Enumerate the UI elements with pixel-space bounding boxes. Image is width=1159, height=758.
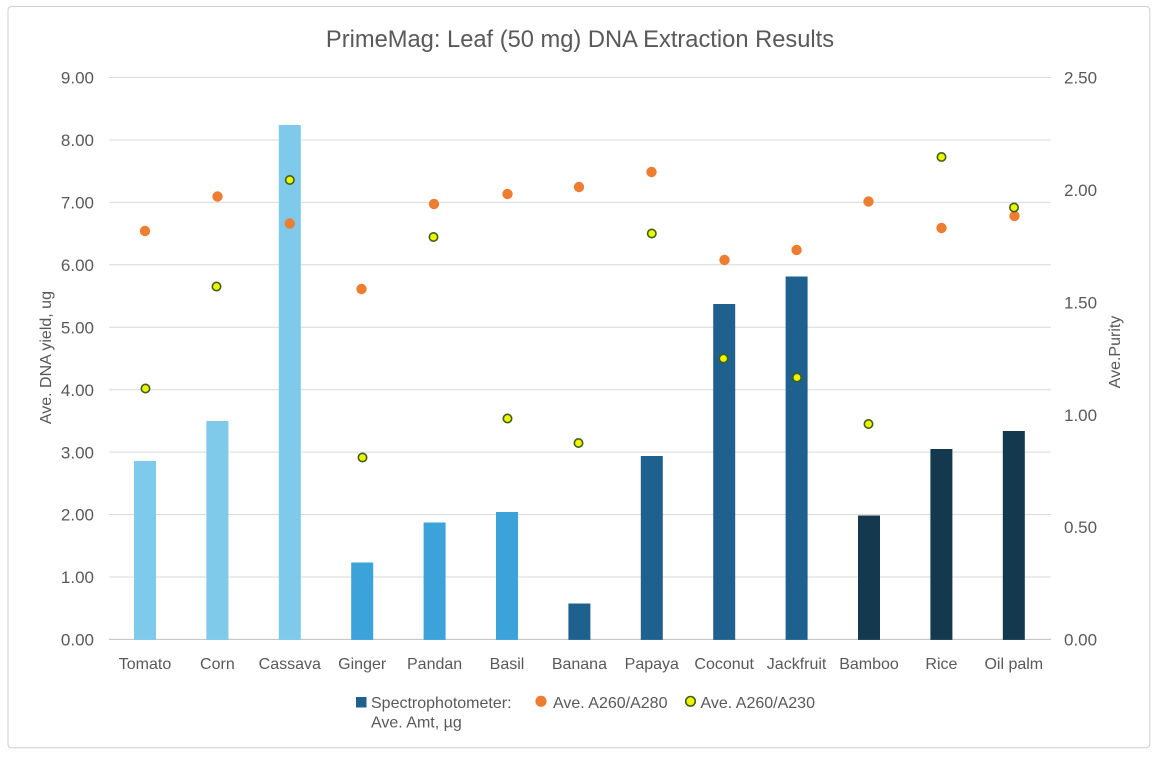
svg-text:Ave.Purity: Ave.Purity	[1107, 316, 1124, 389]
svg-text:Cassava: Cassava	[259, 656, 321, 673]
svg-text:Bamboo: Bamboo	[839, 656, 899, 673]
svg-text:Papaya: Papaya	[625, 656, 679, 673]
svg-text:Jackfruit: Jackfruit	[767, 656, 827, 673]
svg-text:9.00: 9.00	[61, 69, 94, 88]
svg-text:Coconut: Coconut	[694, 656, 754, 673]
svg-text:Tomato: Tomato	[119, 656, 172, 673]
svg-text:2.00: 2.00	[1064, 181, 1097, 200]
svg-text:Ave. A260/A230: Ave. A260/A230	[701, 695, 816, 712]
svg-text:3.00: 3.00	[61, 443, 94, 462]
svg-text:Ave. Amt, µg: Ave. Amt, µg	[371, 715, 462, 732]
svg-text:5.00: 5.00	[61, 318, 94, 337]
svg-text:Ginger: Ginger	[338, 656, 387, 673]
svg-text:0.00: 0.00	[1064, 631, 1097, 650]
svg-text:Spectrophotometer:: Spectrophotometer:	[371, 695, 512, 712]
svg-text:0.00: 0.00	[61, 631, 94, 650]
svg-text:Basil: Basil	[490, 656, 525, 673]
svg-text:Oil palm: Oil palm	[984, 656, 1043, 673]
svg-text:2.00: 2.00	[61, 506, 94, 525]
svg-text:Pandan: Pandan	[407, 656, 462, 673]
svg-text:Ave. A260/A280: Ave. A260/A280	[553, 695, 668, 712]
svg-text:1.00: 1.00	[61, 568, 94, 587]
svg-text:1.50: 1.50	[1064, 294, 1097, 313]
svg-text:0.50: 0.50	[1064, 518, 1097, 537]
svg-text:1.00: 1.00	[1064, 406, 1097, 425]
svg-text:Ave. DNA yield, ug: Ave. DNA yield, ug	[38, 291, 55, 424]
svg-text:2.50: 2.50	[1064, 69, 1097, 88]
svg-text:6.00: 6.00	[61, 256, 94, 275]
svg-text:Banana: Banana	[552, 656, 607, 673]
svg-text:PrimeMag: Leaf (50 mg) DNA Ext: PrimeMag: Leaf (50 mg) DNA Extraction Re…	[326, 27, 834, 53]
svg-text:8.00: 8.00	[61, 131, 94, 150]
svg-text:Rice: Rice	[925, 656, 957, 673]
svg-text:Corn: Corn	[200, 656, 235, 673]
svg-text:4.00: 4.00	[61, 381, 94, 400]
svg-text:7.00: 7.00	[61, 194, 94, 213]
